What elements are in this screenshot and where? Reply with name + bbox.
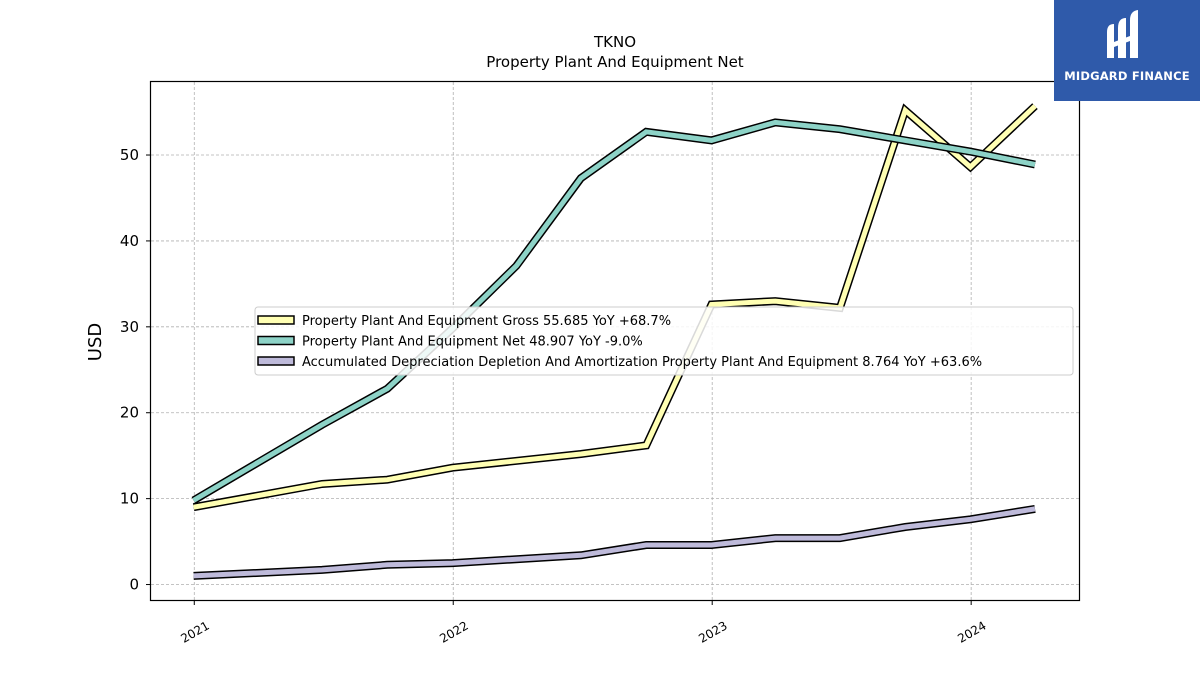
watermark-logo: MIDGARD FINANCE bbox=[1054, 0, 1200, 101]
plot-frame bbox=[149, 80, 1081, 602]
x-tick-label: 2022 bbox=[437, 618, 470, 645]
legend-swatch-2 bbox=[257, 335, 295, 346]
y-tick-label: 30 bbox=[120, 318, 139, 336]
y-tick-label: 40 bbox=[120, 232, 139, 250]
series-line-2 bbox=[192, 119, 1036, 503]
x-axis-ticks: 2021 2022 2023 2024 bbox=[178, 600, 989, 646]
y-axis-ticks: 0 10 20 30 40 50 bbox=[120, 146, 151, 594]
chart-title: TKNO bbox=[593, 33, 636, 51]
x-tick-label: 2021 bbox=[178, 618, 211, 645]
legend-label-2: Property Plant And Equipment Net 48.907 … bbox=[302, 335, 643, 350]
chart-subtitle: Property Plant And Equipment Net bbox=[486, 53, 743, 71]
y-tick-label: 50 bbox=[120, 146, 139, 164]
legend-swatch-1 bbox=[257, 315, 295, 325]
x-tick-label: 2023 bbox=[696, 618, 729, 645]
legend-swatch-3 bbox=[257, 356, 295, 366]
y-tick-label: 20 bbox=[120, 404, 139, 422]
legend-label-1: Property Plant And Equipment Gross 55.68… bbox=[302, 314, 671, 329]
y-tick-label: 0 bbox=[129, 576, 139, 594]
midgard-logo-icon bbox=[1107, 10, 1138, 58]
legend-box bbox=[254, 306, 1074, 376]
watermark-text: MIDGARD FINANCE bbox=[1064, 69, 1190, 83]
series-line-3 bbox=[193, 506, 1036, 579]
legend-label-3: Accumulated Depreciation Depletion And A… bbox=[302, 355, 982, 370]
legend: Property Plant And Equipment Gross 55.68… bbox=[254, 306, 1074, 376]
x-tick-label: 2024 bbox=[955, 618, 988, 645]
y-axis-label: USD bbox=[85, 323, 106, 361]
y-tick-label: 10 bbox=[120, 490, 139, 508]
series-outline-3 bbox=[193, 504, 1036, 580]
